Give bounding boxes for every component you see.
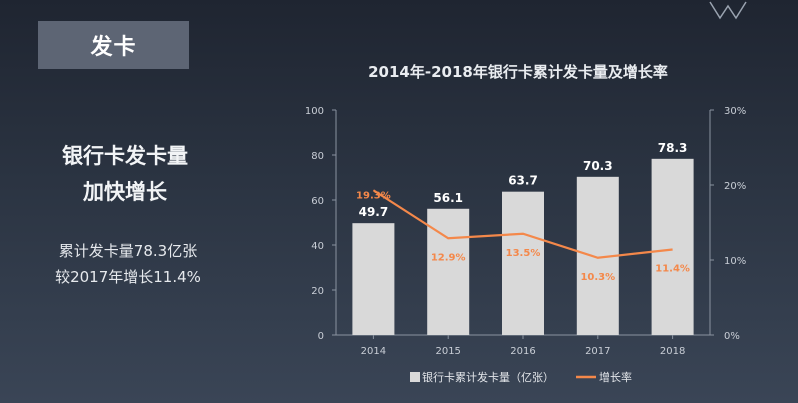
y-left-tick-label: 20 [311, 286, 324, 297]
y-left-tick-label: 100 [305, 106, 324, 117]
legend-bar-label: 银行卡累计发卡量（亿张） [422, 370, 554, 384]
bar [502, 191, 544, 335]
description-line-1: 累计发卡量78.3亿张 [58, 242, 198, 260]
x-tick-label: 2018 [660, 346, 685, 357]
growth-rate-line [372, 189, 673, 259]
headline-line-2: 加快增长 [83, 180, 167, 204]
section-tag-label: 发卡 [90, 35, 137, 60]
plot-area: 0 20 40 60 80 100 0% 10% 20% 30% 49.7 2014 56.1 2015 6… [305, 106, 746, 384]
logo-mark-icon [709, 1, 747, 20]
legend-bar-swatch [410, 372, 420, 382]
growth-rate-label: 11.4% [655, 264, 690, 275]
growth-rate-label: 12.9% [431, 252, 466, 263]
bar-data-label: 49.7 [359, 205, 389, 219]
x-tick-label: 2014 [361, 346, 386, 357]
y-left-tick-label: 80 [311, 151, 324, 162]
chart-title: 2014年-2018年银行卡累计发卡量及增长率 [368, 63, 668, 81]
bar [651, 158, 694, 335]
y-left-tick-label: 40 [311, 241, 324, 252]
y-right-tick-label: 0% [724, 331, 740, 342]
growth-rate-label: 19.3% [356, 190, 391, 201]
x-tick-label: 2015 [435, 346, 460, 357]
growth-rate-label: 10.3% [580, 272, 615, 283]
bar-data-label: 70.3 [583, 159, 613, 173]
description: 累计发卡量78.3亿张 较2017年增长11.4% [28, 238, 228, 290]
headline-line-1: 银行卡发卡量 [62, 144, 188, 168]
y-right-tick-label: 20% [724, 181, 746, 192]
section-tag: 发卡 [38, 21, 189, 69]
description-line-2: 较2017年增长11.4% [55, 268, 201, 286]
headline: 银行卡发卡量 加快增长 [40, 138, 210, 210]
bar-data-label: 78.3 [658, 141, 688, 155]
x-tick-label: 2017 [585, 346, 610, 357]
bar-data-label: 56.1 [433, 191, 463, 205]
bar-data-label: 63.7 [508, 174, 538, 188]
y-right-tick-label: 30% [724, 106, 746, 117]
x-tick-label: 2016 [510, 346, 535, 357]
bar [352, 223, 395, 335]
y-left-tick-label: 60 [311, 196, 324, 207]
legend-line-label: 增长率 [599, 370, 632, 384]
y-right-tick-label: 10% [724, 256, 746, 267]
growth-rate-label: 13.5% [506, 248, 541, 259]
y-left-tick-label: 0 [318, 331, 324, 342]
